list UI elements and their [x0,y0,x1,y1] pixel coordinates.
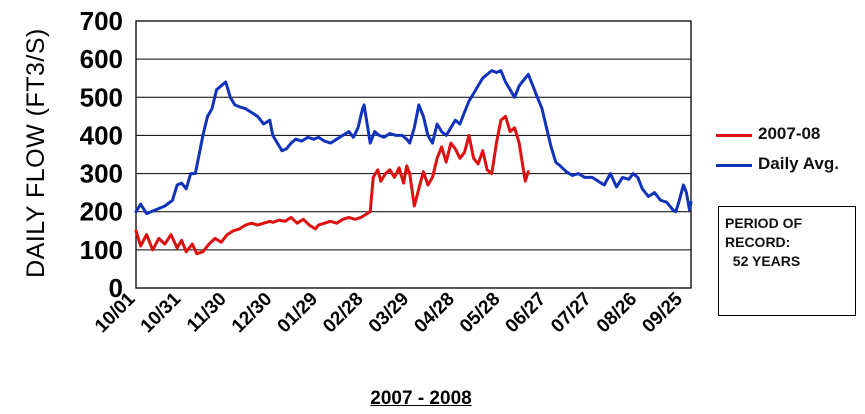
y-tick-label: 400 [80,120,123,150]
x-tick-label: 06/27 [502,289,550,337]
legend-swatch-daily-avg [716,164,752,167]
x-axis-label: 2007 - 2008 [370,388,472,409]
plot-frame [135,20,692,289]
y-tick-label: 500 [80,82,123,112]
x-tick-label: 12/30 [228,289,276,337]
x-tick-label: 03/29 [365,289,413,337]
x-tick-label: 09/25 [638,288,687,337]
series-line-2007-08 [134,114,530,256]
legend-swatch-2007-08 [716,134,752,137]
x-tick-label: 05/28 [456,289,504,337]
legend-item-daily-avg: Daily Avg. [716,152,865,182]
legend: 2007-08 Daily Avg. [716,122,865,182]
y-tick-label: 700 [80,6,123,36]
x-tick-label: 01/29 [274,289,322,337]
y-tick-labels: 0 100 200 300 400 500 600 700 [80,6,123,303]
y-tick-label: 200 [80,197,123,227]
legend-label-daily-avg: Daily Avg. [758,154,839,173]
grid-lines [136,58,691,251]
x-tick-label: 11/30 [183,289,231,337]
x-tick-label: 08/26 [593,289,641,337]
x-tick-label: 02/28 [319,289,367,337]
series-lines [134,69,693,256]
y-tick-label: 300 [80,159,123,189]
legend-item-2007-08: 2007-08 [716,122,865,152]
period-of-record-box: PERIOD OF RECORD: 52 YEARS [718,206,856,316]
y-tick-label: 100 [80,235,123,265]
series-line-daily-avg [134,69,693,216]
y-axis-label: DAILY FLOW (FT3/S) [22,28,50,278]
y-tick-label: 600 [80,44,123,74]
legend-label-2007-08: 2007-08 [758,124,821,143]
x-tick-label: 04/28 [410,289,458,337]
period-of-record-text: PERIOD OF RECORD: 52 YEARS [725,215,803,269]
y-tick-label: 0 [109,273,123,303]
x-tick-label: 10/31 [137,288,186,337]
x-tick-label: 07/27 [547,289,595,337]
x-tick-labels: 10/0110/3111/3012/3001/2902/2803/2904/28… [91,288,687,337]
